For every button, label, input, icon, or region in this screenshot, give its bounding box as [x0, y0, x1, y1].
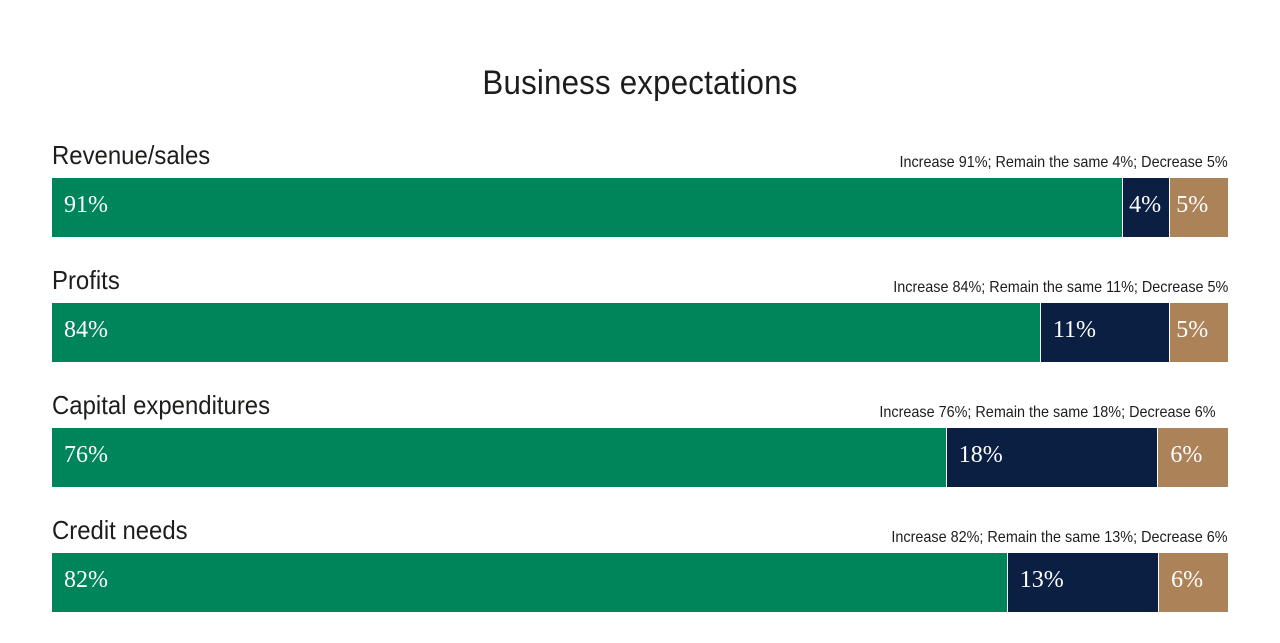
data-label: 13%: [1019, 567, 1064, 593]
bar-track: 82% 13% 6%: [52, 553, 1228, 612]
bar-segment-remain-the-same: 13%: [1006, 553, 1159, 612]
bar-segment-increase: 84%: [52, 303, 1040, 362]
bar-segment-increase: 76%: [52, 428, 946, 487]
data-label: 6%: [1170, 442, 1203, 468]
data-label: 6%: [1171, 567, 1204, 593]
data-label: 5%: [1176, 192, 1209, 218]
category-label: Credit needs: [52, 515, 188, 545]
row-summary-text: Increase 84%; Remain the same 11%; Decre…: [892, 279, 1228, 296]
category-label: Revenue/sales: [52, 140, 211, 170]
data-label: 76%: [64, 442, 108, 468]
bar-track: 76% 18% 6%: [52, 428, 1228, 487]
data-label: 91%: [64, 192, 108, 218]
bar-segment-remain-the-same: 18%: [945, 428, 1158, 487]
data-label: 18%: [958, 442, 1003, 468]
data-label: 82%: [64, 567, 108, 593]
bar-segment-decrease: 6%: [1158, 553, 1228, 612]
row-summary-text: Increase 76%; Remain the same 18%; Decre…: [879, 404, 1216, 421]
chart-title: Business expectations: [482, 64, 798, 102]
row-summary-text: Increase 91%; Remain the same 4%; Decrea…: [899, 154, 1228, 171]
bar-segment-decrease: 5%: [1169, 303, 1228, 362]
bar-segment-remain-the-same: 11%: [1039, 303, 1170, 362]
bar-segment-increase: 91%: [52, 178, 1123, 237]
bar-segment-remain-the-same: 4%: [1122, 178, 1170, 237]
category-label: Capital expenditures: [52, 390, 271, 420]
bar-segment-decrease: 5%: [1169, 178, 1228, 237]
category-label: Profits: [52, 265, 120, 295]
bar-segment-increase: 82%: [52, 553, 1007, 612]
data-label: 4%: [1129, 192, 1162, 218]
data-label: 5%: [1176, 317, 1209, 343]
row-summary-text: Increase 82%; Remain the same 13%; Decre…: [891, 529, 1228, 546]
data-label: 84%: [64, 317, 108, 343]
bar-track: 84% 11% 5%: [52, 303, 1228, 362]
bar-track: 91% 4% 5%: [52, 178, 1228, 237]
bar-segment-decrease: 6%: [1157, 428, 1228, 487]
data-label: 11%: [1052, 317, 1096, 343]
